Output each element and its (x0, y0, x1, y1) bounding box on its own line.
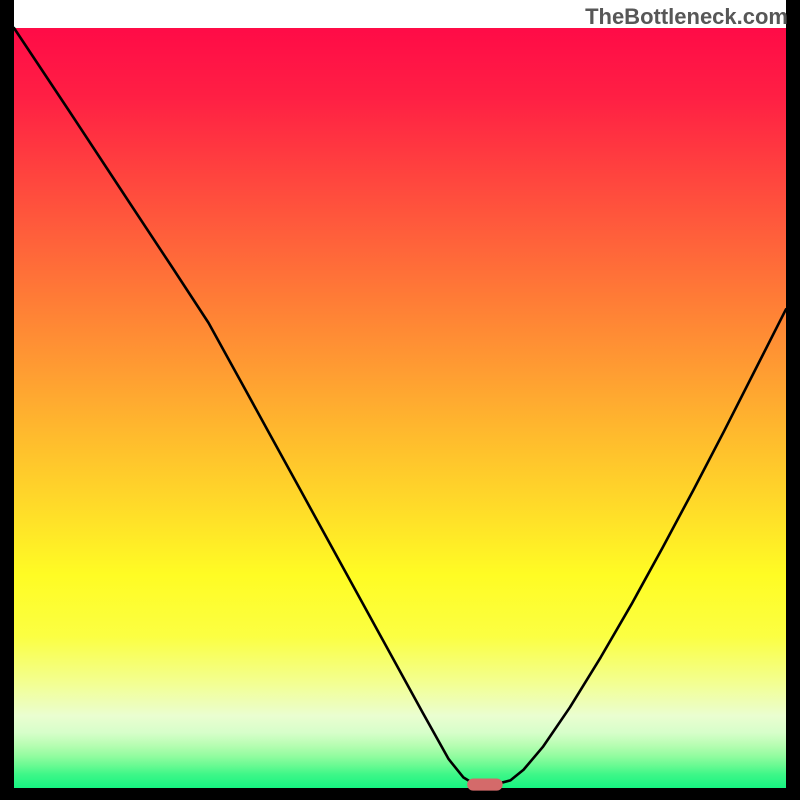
bottleneck-chart: TheBottleneck.com (0, 0, 800, 800)
frame-left (0, 0, 14, 800)
chart-svg (0, 0, 800, 800)
frame-right (786, 0, 800, 800)
optimal-marker (467, 779, 503, 791)
frame-bottom (0, 788, 800, 800)
